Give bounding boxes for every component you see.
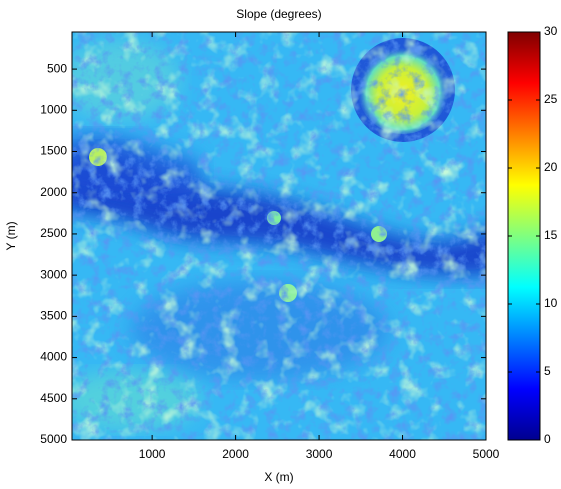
colorbar-tick-label: 5: [544, 364, 551, 378]
colorbar-tick-label: 25: [544, 92, 558, 106]
colorbar-tick-label: 15: [544, 228, 558, 242]
x-axis-label: X (m): [264, 470, 293, 484]
x-tick-label: 3000: [306, 447, 333, 461]
chart-title: Slope (degrees): [236, 7, 321, 21]
colorbar-tick-label: 20: [544, 160, 558, 174]
y-tick-label: 3500: [40, 309, 67, 323]
x-tick-label: 5000: [473, 447, 500, 461]
y-axis-label: Y (m): [4, 221, 18, 250]
y-tick-label: 2000: [40, 185, 67, 199]
y-tick-label: 4000: [40, 350, 67, 364]
colorbar: [508, 32, 540, 440]
colorbar-tick-label: 10: [544, 296, 558, 310]
y-tick-label: 4500: [40, 391, 67, 405]
colorbar-tick-label: 30: [544, 24, 558, 38]
x-tick-label: 2000: [222, 447, 249, 461]
y-tick-label: 1500: [40, 144, 67, 158]
y-tick-label: 1000: [40, 102, 67, 116]
chart: Slope (degrees) X (m) Y (m) 1000 2000 3000…: [0, 0, 561, 489]
y-tick-label: 500: [47, 61, 67, 75]
y-tick-label: 5000: [40, 432, 67, 446]
x-tick-label: 1000: [139, 447, 166, 461]
colorbar-tick-label: 0: [544, 432, 551, 446]
slope-raster: [60, 32, 500, 440]
x-tick-label: 4000: [389, 447, 416, 461]
y-tick-label: 3000: [40, 267, 67, 281]
y-tick-label: 2500: [40, 226, 67, 240]
